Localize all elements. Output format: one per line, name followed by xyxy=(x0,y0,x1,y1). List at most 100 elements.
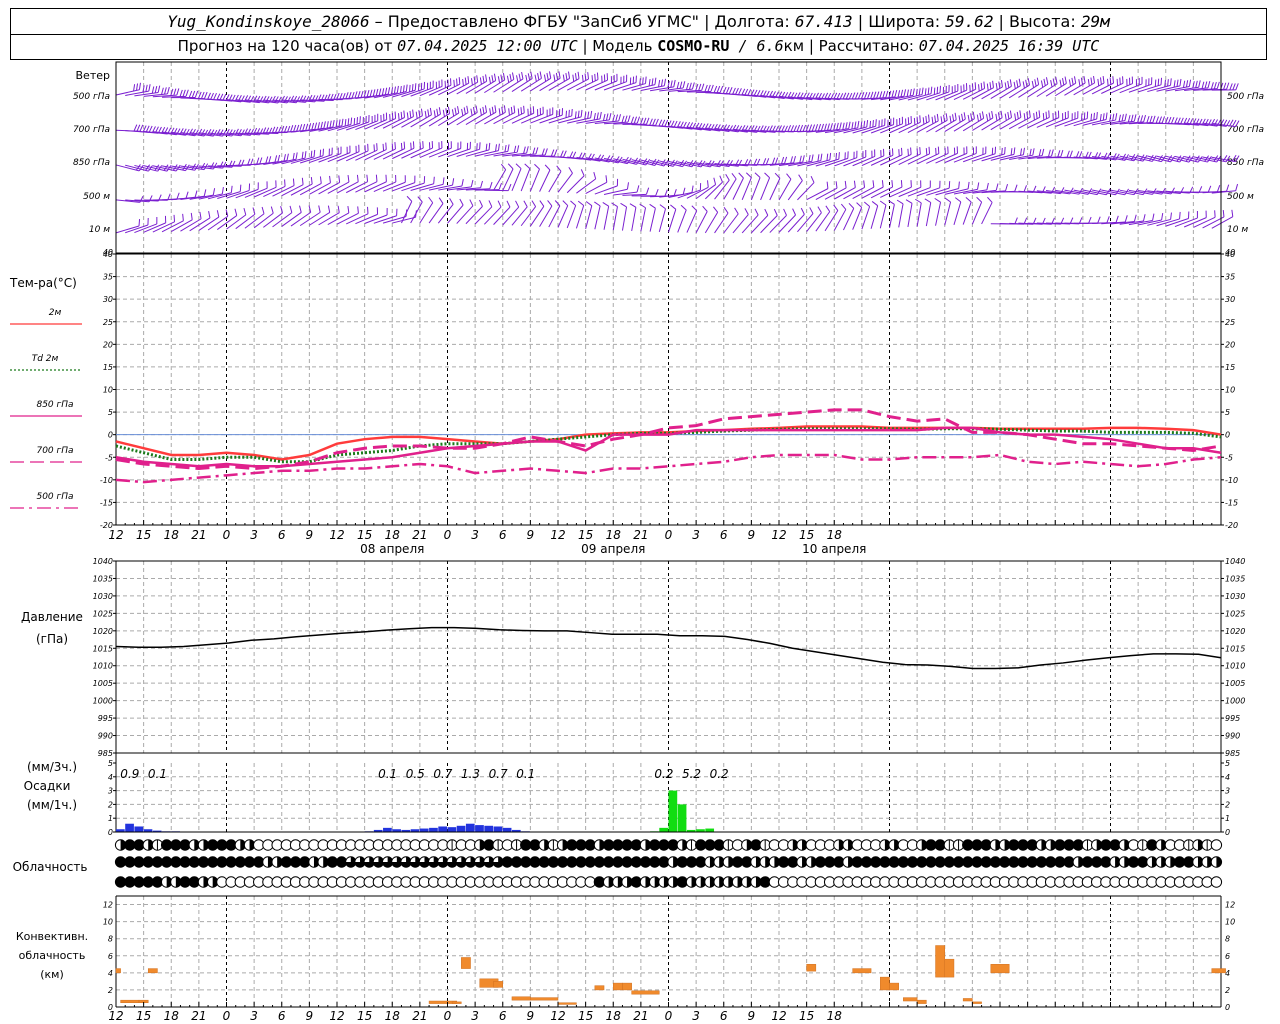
conv-xtick-label: 21 xyxy=(412,1009,427,1023)
wind-barb xyxy=(1165,86,1190,92)
temp-xtick-label: 6 xyxy=(278,528,286,542)
wind-barb-feather xyxy=(712,206,719,213)
wind-barb-feather xyxy=(157,165,163,172)
cloud-half-fill xyxy=(848,856,854,868)
precip-total-label: 0.7 xyxy=(433,767,452,781)
date-label: 10 апреля xyxy=(802,542,866,556)
cloud-half-fill xyxy=(1207,856,1213,868)
wind-barb-feather xyxy=(530,71,533,79)
wind-barb xyxy=(355,149,378,161)
wind-barb-feather xyxy=(568,167,573,174)
wind-barb xyxy=(1036,117,1059,128)
wind-barb xyxy=(382,215,407,224)
wind-barb-feather xyxy=(875,119,877,127)
wind-barb xyxy=(981,153,1005,162)
cloud-half-fill xyxy=(1115,856,1121,868)
wind-barb xyxy=(852,155,875,167)
wind-barb-feather xyxy=(811,154,814,162)
wind-barb-feather xyxy=(853,180,856,188)
temp-xtick-label: 12 xyxy=(329,528,344,542)
wind-barb xyxy=(944,89,967,101)
wind-barb xyxy=(981,117,1003,131)
wind-barb-feather xyxy=(332,120,335,128)
wind-barb-feather xyxy=(556,165,562,172)
wind-barb xyxy=(502,152,527,157)
wind-barb-feather xyxy=(630,116,635,124)
wind-barb xyxy=(392,182,415,192)
temp-ytick-left: 40 xyxy=(103,250,113,259)
altitude-value: 29м xyxy=(1080,12,1110,31)
wind-barb xyxy=(521,154,546,157)
cloud-symbol xyxy=(1201,856,1213,868)
wind-barb xyxy=(585,119,610,124)
wind-barb-feather xyxy=(393,86,396,94)
wind-barb xyxy=(916,153,940,165)
wind-barb-feather xyxy=(596,112,599,120)
wind-barb xyxy=(1082,82,1105,95)
wind-barb-feather xyxy=(548,71,552,79)
wind-barb xyxy=(1073,189,1098,196)
conv-xtick-label: 12 xyxy=(550,1009,565,1023)
wind-barb-feather xyxy=(562,74,565,82)
wind-barb-feather xyxy=(148,125,153,133)
wind-barb xyxy=(272,99,297,104)
wind-barb-feather xyxy=(406,112,409,120)
wind-barb-feather xyxy=(1207,185,1212,193)
wind-barb xyxy=(1073,118,1097,127)
wind-barb-feather xyxy=(400,111,403,119)
wind-barb-feather xyxy=(190,212,193,220)
wind-barb-feather xyxy=(866,91,871,99)
conv-xtick-label: 6 xyxy=(499,1009,507,1023)
wind-barb-feather xyxy=(1059,79,1062,87)
wind-barb-feather xyxy=(654,77,657,85)
temp-ytick-left: -10 xyxy=(100,476,113,485)
cloud-symbol xyxy=(1155,856,1167,868)
temp-xtick-label: 3 xyxy=(250,528,258,542)
wind-barb xyxy=(760,177,771,201)
wind-barb-feather xyxy=(1152,213,1155,221)
temp-ytick-left: -15 xyxy=(100,498,113,507)
wind-barb-feather xyxy=(1188,79,1192,87)
wind-barb-feather xyxy=(863,91,868,99)
wind-barb xyxy=(696,126,720,132)
wind-barb-feather xyxy=(1210,82,1214,90)
wind-barb-feather xyxy=(1022,147,1025,155)
wind-barb xyxy=(935,202,942,226)
wind-barb xyxy=(1055,117,1078,127)
wind-barb-feather xyxy=(173,88,177,96)
cloud-symbol xyxy=(345,856,357,868)
wind-level-right: 850 гПа xyxy=(1227,158,1264,168)
wind-barb xyxy=(1073,156,1098,160)
cloud-symbol xyxy=(170,876,182,888)
wind-barb xyxy=(677,209,687,233)
temp-ytick-right: -10 xyxy=(1225,476,1238,485)
wind-barb-feather xyxy=(357,206,359,214)
wind-barb xyxy=(336,212,359,225)
wind-barb-feather xyxy=(830,123,833,131)
wind-barb-feather xyxy=(479,108,482,116)
wind-barb xyxy=(741,214,759,234)
wind-barb-feather xyxy=(305,123,309,131)
wind-barb-feather xyxy=(344,119,347,127)
wind-barb xyxy=(575,205,585,229)
wind-barb-feather xyxy=(735,87,739,95)
wind-barb-feather xyxy=(133,84,136,92)
wind-barb xyxy=(161,131,186,136)
wind-barb-feather xyxy=(513,105,516,113)
wind-barb-feather xyxy=(790,125,795,132)
wind-barb-feather xyxy=(753,158,758,166)
wind-barb-feather xyxy=(1201,81,1205,89)
wind-barb-feather xyxy=(239,184,242,192)
wind-barb xyxy=(695,211,708,233)
wind-barb-feather xyxy=(488,200,493,208)
wind-barb xyxy=(530,113,553,124)
wind-barb-feather xyxy=(457,106,460,114)
wind-barb-feather xyxy=(482,106,485,114)
header-row-2: Прогноз на 120 часа(ов) от 07.04.2025 12… xyxy=(177,37,1100,55)
temp-ytick-left: 5 xyxy=(108,408,113,417)
cloud-three-quarter-fill xyxy=(437,856,449,868)
wind-barb-feather xyxy=(366,89,370,97)
wind-barb xyxy=(281,157,306,165)
wind-barb-feather xyxy=(1055,76,1058,84)
wind-barb-feather xyxy=(329,175,331,183)
